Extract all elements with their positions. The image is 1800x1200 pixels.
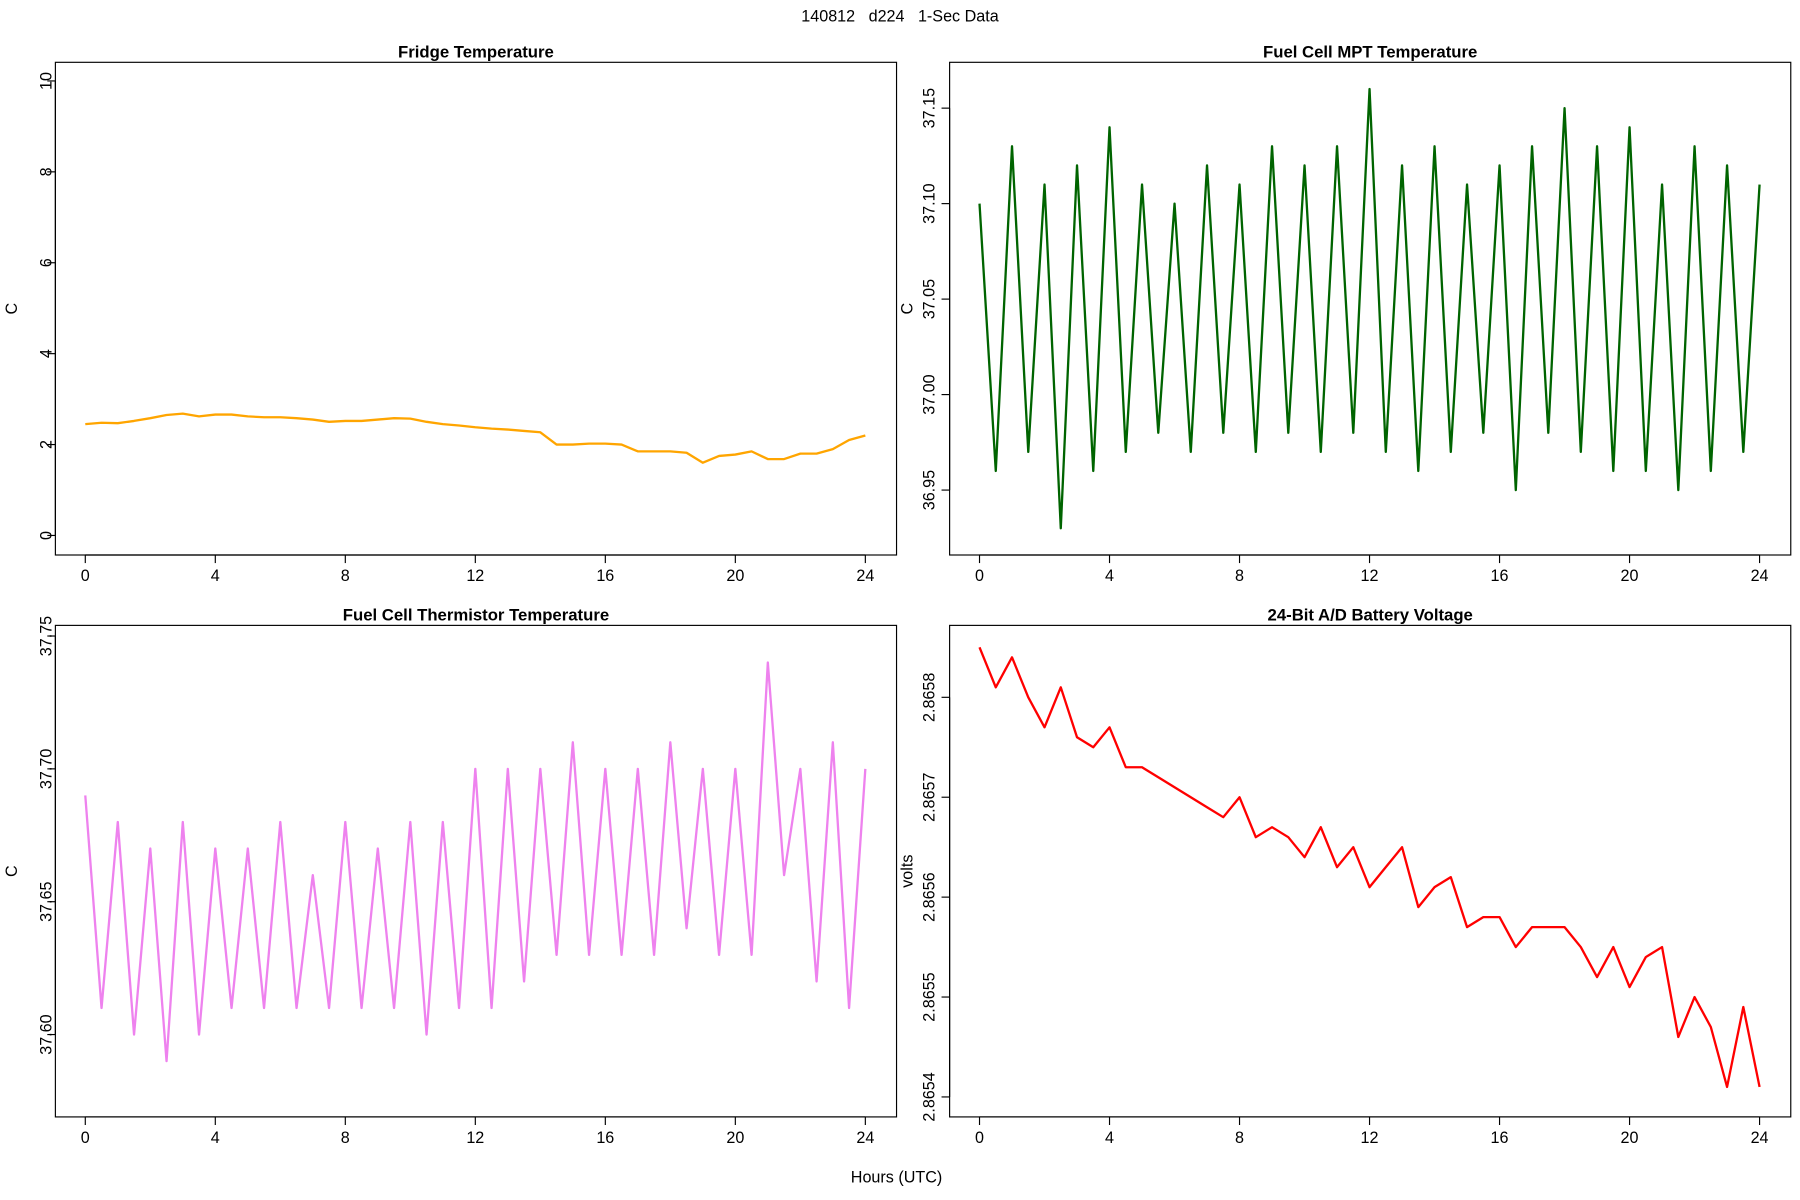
x-tick-label: 12 bbox=[466, 1129, 484, 1147]
y-tick-label: 2 bbox=[38, 440, 56, 449]
y-axis-label: volts bbox=[898, 855, 916, 888]
x-axis-label: Hours (UTC) bbox=[851, 1168, 942, 1186]
x-tick-label: 24 bbox=[856, 567, 874, 585]
x-tick-label: 4 bbox=[1105, 1129, 1114, 1147]
data-line bbox=[978, 87, 1761, 530]
x-tick-label: 16 bbox=[1491, 567, 1509, 585]
x-tick-label: 8 bbox=[1235, 1129, 1244, 1147]
data-line bbox=[84, 661, 867, 1063]
y-tick-label: 6 bbox=[38, 258, 56, 267]
x-tick-label: 4 bbox=[211, 567, 220, 585]
x-tick-label: 20 bbox=[1621, 567, 1639, 585]
y-tick-label: 2.8655 bbox=[920, 972, 938, 1021]
x-tick-label: 16 bbox=[596, 1129, 614, 1147]
x-tick-label: 12 bbox=[1361, 1129, 1379, 1147]
y-tick-label: 2.8658 bbox=[920, 673, 938, 722]
y-tick-label: 37.75 bbox=[38, 616, 56, 656]
x-tick-label: 20 bbox=[1621, 1129, 1639, 1147]
x-tick-label: 8 bbox=[341, 567, 350, 585]
y-tick-label: 37.05 bbox=[920, 279, 938, 319]
y-tick-label: 2.8656 bbox=[920, 872, 938, 921]
x-tick-label: 12 bbox=[466, 567, 484, 585]
x-tick-label: 0 bbox=[81, 567, 90, 585]
x-tick-label: 0 bbox=[975, 1129, 984, 1147]
data-line bbox=[978, 646, 1761, 1089]
y-tick-label: 2.8657 bbox=[920, 773, 938, 822]
plot-box bbox=[949, 61, 1792, 556]
x-tick-label: 4 bbox=[1105, 567, 1114, 585]
y-axis-label: C bbox=[3, 302, 21, 314]
y-tick-label: 2.8654 bbox=[920, 1072, 938, 1121]
y-tick-label: 36.95 bbox=[920, 470, 938, 510]
y-tick-label: 0 bbox=[38, 531, 56, 540]
x-tick-label: 24 bbox=[856, 1129, 874, 1147]
y-tick-label: 8 bbox=[38, 167, 56, 176]
x-tick-label: 16 bbox=[596, 567, 614, 585]
x-tick-label: 20 bbox=[726, 567, 744, 585]
x-tick-label: 24 bbox=[1751, 567, 1769, 585]
y-tick-label: 37.10 bbox=[920, 183, 938, 223]
plot-box bbox=[949, 624, 1792, 1118]
panel-title: Fridge Temperature bbox=[398, 42, 554, 61]
y-tick-label: 37.70 bbox=[38, 749, 56, 789]
y-axis-label: C bbox=[3, 865, 21, 877]
x-tick-label: 8 bbox=[1235, 567, 1244, 585]
x-tick-label: 0 bbox=[975, 567, 984, 585]
x-tick-label: 4 bbox=[211, 1129, 220, 1147]
x-tick-label: 12 bbox=[1361, 567, 1379, 585]
y-tick-label: 37.00 bbox=[920, 374, 938, 414]
y-tick-label: 10 bbox=[38, 72, 56, 90]
data-line bbox=[85, 412, 866, 464]
x-tick-label: 24 bbox=[1751, 1129, 1769, 1147]
x-tick-label: 16 bbox=[1491, 1129, 1509, 1147]
panel-title: Fuel Cell Thermistor Temperature bbox=[343, 606, 609, 625]
x-tick-label: 0 bbox=[81, 1129, 90, 1147]
y-tick-label: 37.60 bbox=[38, 1014, 56, 1054]
panel-title: Fuel Cell MPT Temperature bbox=[1263, 42, 1477, 61]
y-axis-label: C bbox=[898, 302, 916, 314]
y-tick-label: 37.15 bbox=[920, 88, 938, 128]
x-tick-label: 20 bbox=[726, 1129, 744, 1147]
panel-title: 24-Bit A/D Battery Voltage bbox=[1268, 606, 1473, 625]
plot-box bbox=[54, 61, 898, 556]
figure-title: 140812 d224 1-Sec Data bbox=[801, 8, 998, 26]
y-tick-label: 37.65 bbox=[38, 881, 56, 921]
y-tick-label: 4 bbox=[38, 349, 56, 358]
x-tick-label: 8 bbox=[341, 1129, 350, 1147]
